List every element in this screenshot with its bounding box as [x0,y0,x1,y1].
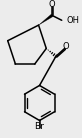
Text: O: O [49,0,55,9]
Text: Br: Br [35,122,44,131]
Text: OH: OH [67,16,80,25]
Polygon shape [39,14,53,25]
Text: O: O [62,42,69,51]
